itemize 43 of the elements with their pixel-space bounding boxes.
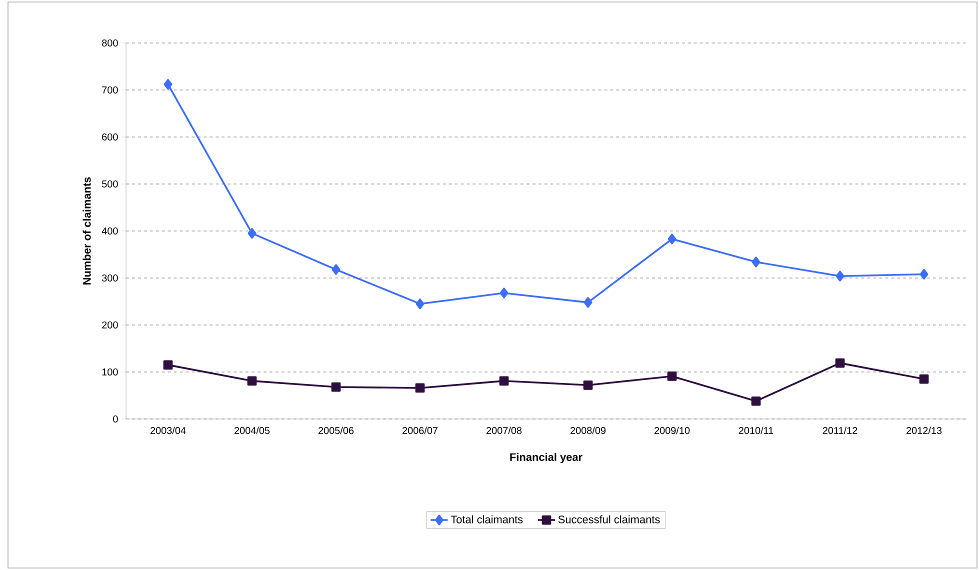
y-tick-label: 800 <box>102 39 118 47</box>
point <box>584 297 592 308</box>
y-tick-label: 200 <box>102 321 118 329</box>
point <box>919 374 929 384</box>
point <box>583 380 593 390</box>
point <box>499 376 509 386</box>
point <box>752 256 760 268</box>
point <box>163 360 173 370</box>
point <box>836 270 844 282</box>
x-tick-label: 2006/07 <box>402 426 438 434</box>
x-tick-label: 2010/11 <box>738 426 774 434</box>
point <box>331 382 341 392</box>
point <box>416 298 424 310</box>
x-tick-label: 2003/04 <box>150 426 186 434</box>
y-tick-label: 100 <box>102 368 118 376</box>
point <box>835 358 845 368</box>
point <box>248 228 256 239</box>
x-tick-label: 2011/12 <box>822 426 858 434</box>
x-tick-label: 2007/08 <box>486 426 522 434</box>
point <box>667 372 677 381</box>
point <box>164 78 172 90</box>
point <box>920 268 928 280</box>
point <box>247 376 257 386</box>
legend-label: Successful claimants <box>558 515 660 524</box>
point <box>668 234 676 244</box>
y-axis-title: Number of claimants <box>82 177 91 284</box>
y-tick-label: 700 <box>102 86 118 94</box>
x-axis-title: Financial year <box>510 452 582 464</box>
point <box>751 396 761 406</box>
x-tick-label: 2009/10 <box>654 426 690 434</box>
point <box>332 264 340 275</box>
point <box>500 288 508 298</box>
y-tick-label: 600 <box>102 133 118 141</box>
x-tick-label: 2004/05 <box>234 426 270 434</box>
y-tick-label: 0 <box>113 415 118 423</box>
x-tick-label: 2008/09 <box>570 426 606 434</box>
legend-label: Total claimants <box>450 515 523 524</box>
point <box>415 383 425 393</box>
y-tick-label: 500 <box>102 180 118 188</box>
y-tick-label: 400 <box>102 227 118 235</box>
x-tick-label: 2012/13 <box>906 426 942 434</box>
y-tick-label: 300 <box>102 274 118 282</box>
x-tick-label: 2005/06 <box>318 426 354 434</box>
